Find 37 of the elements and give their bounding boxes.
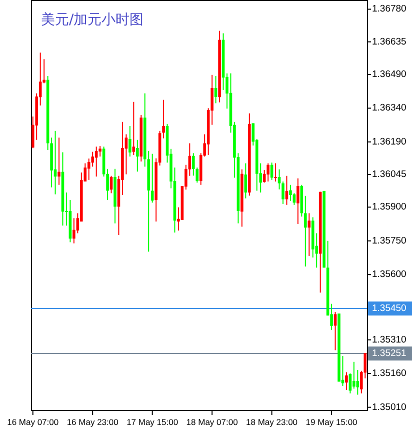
y-tick-label: 1.36045 xyxy=(372,169,406,180)
x-tick-label: 16 May 07:00 xyxy=(7,417,59,427)
y-tick-label: 1.35160 xyxy=(372,368,406,380)
ref-line-label: 1.35251 xyxy=(372,348,406,360)
y-tick-label: 1.35310 xyxy=(372,334,406,346)
candlestick xyxy=(266,162,270,182)
candlestick xyxy=(285,175,288,206)
y-tick-label: 1.35600 xyxy=(372,269,406,280)
candlestick xyxy=(352,361,356,390)
candlestick xyxy=(345,372,348,390)
y-tick-label: 1.36340 xyxy=(372,102,406,114)
candlestick xyxy=(150,153,154,204)
x-tick-label: 18 May 23:00 xyxy=(246,417,298,427)
candlestick xyxy=(128,125,132,158)
candlestick xyxy=(132,101,136,156)
candlestick xyxy=(58,137,60,186)
candlestick xyxy=(304,195,307,268)
candlestick xyxy=(136,139,139,172)
y-tick-label: 1.35010 xyxy=(372,402,406,413)
x-tick-label: 19 May 15:00 xyxy=(306,417,358,427)
text: 美元/加元小时图 xyxy=(41,12,144,28)
candlestick xyxy=(334,311,337,351)
candlestick xyxy=(274,162,277,182)
ref-line-label: 1.35450 xyxy=(372,303,406,314)
candlestick xyxy=(356,369,360,396)
y-tick-label: 1.36635 xyxy=(372,36,406,48)
x-tick-label: 17 May 15:00 xyxy=(126,417,178,427)
x-tick-label: 18 May 07:00 xyxy=(186,417,238,427)
candlestick xyxy=(289,184,292,202)
candlestick xyxy=(296,178,300,225)
y-tick-label: 1.36190 xyxy=(372,136,406,148)
x-tick-label: 16 May 23:00 xyxy=(66,417,119,427)
y-tick-label: 1.35900 xyxy=(372,202,406,213)
candlestick xyxy=(308,212,311,256)
y-tick-label: 1.35750 xyxy=(372,235,406,246)
y-tick-label: 1.36490 xyxy=(372,68,406,80)
y-tick-label: 1.36780 xyxy=(372,4,406,15)
